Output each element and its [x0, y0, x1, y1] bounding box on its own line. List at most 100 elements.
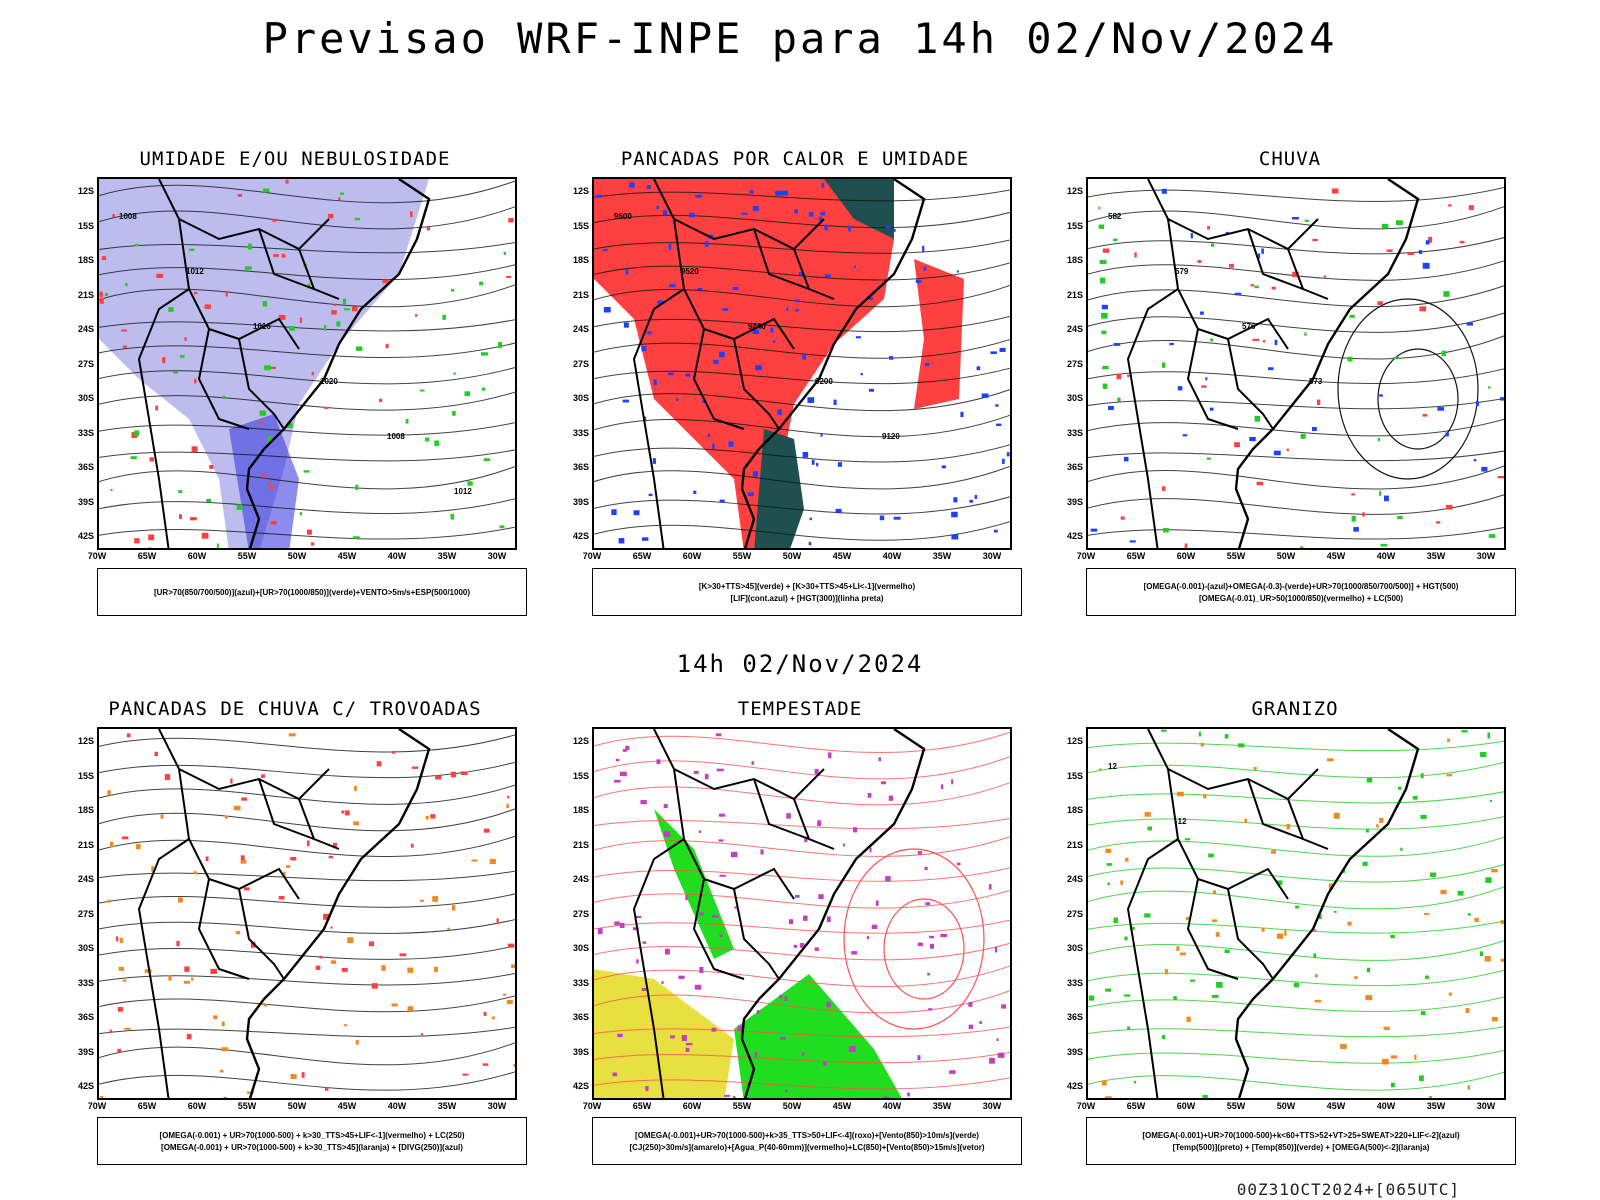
precip-pixel	[285, 865, 291, 868]
precip-pixel	[381, 965, 386, 971]
precip-pixel	[1481, 466, 1488, 472]
mid-date: 14h 02/Nov/2024	[676, 650, 924, 678]
contour-line	[594, 1051, 1010, 1064]
coastline	[740, 729, 926, 1098]
high-pressure-contour	[883, 898, 965, 1000]
precip-pixel	[989, 1057, 995, 1064]
lon-tick-label: 65W	[1126, 1101, 1146, 1111]
precip-pixel	[1198, 731, 1201, 737]
lat-tick-label: 27S	[77, 358, 94, 369]
precip-pixel	[1295, 905, 1299, 909]
precip-pixel	[979, 1021, 982, 1024]
precip-pixel	[668, 372, 674, 376]
precip-pixel	[602, 249, 608, 252]
contour-line	[1088, 285, 1504, 308]
precip-pixel	[1161, 729, 1167, 732]
precip-pixel	[344, 308, 351, 311]
precip-pixel	[1475, 401, 1479, 406]
lat-tick-label: 30S	[77, 943, 94, 953]
precip-pixel	[1210, 243, 1215, 247]
precip-pixel	[224, 815, 228, 819]
precip-pixel	[1487, 732, 1491, 739]
precip-pixel	[352, 536, 360, 539]
precip-pixel	[1134, 252, 1137, 258]
country-border	[258, 228, 315, 290]
precip-pixel	[425, 815, 429, 820]
precip-pixel	[661, 981, 664, 984]
contour-line	[594, 338, 1010, 359]
lon-tick-label: 60W	[1176, 1101, 1196, 1111]
precip-pixel	[794, 209, 798, 214]
country-border	[137, 838, 190, 1098]
precip-pixel	[1443, 291, 1450, 297]
precip-pixel	[307, 283, 311, 289]
precip-pixel	[354, 217, 360, 221]
contour-line	[99, 945, 515, 960]
precip-pixel	[1210, 338, 1214, 342]
country-border	[692, 878, 745, 980]
precip-pixel	[452, 411, 456, 416]
lat-tick-label: 18S	[77, 805, 94, 815]
precip-pixel	[848, 1046, 856, 1052]
country-border	[158, 729, 330, 801]
contour-label: 9520	[681, 267, 699, 276]
precip-pixel	[269, 485, 275, 490]
contour-line	[594, 989, 1010, 1014]
contour-label: 1008	[387, 432, 405, 441]
precip-pixel	[410, 843, 414, 848]
precip-pixel	[1105, 1096, 1112, 1098]
precip-pixel	[1500, 958, 1504, 962]
precip-pixel	[285, 179, 289, 184]
country-border	[673, 218, 795, 350]
precip-pixel	[288, 733, 296, 737]
precip-pixel	[1244, 818, 1248, 824]
precip-pixel	[506, 999, 513, 1005]
precip-pixel	[107, 899, 111, 903]
precip-pixel	[732, 1096, 736, 1098]
country-border	[1186, 878, 1239, 980]
lat-tick-label: 21S	[77, 839, 94, 850]
precip-pixel	[331, 310, 337, 315]
lat-tick-label: 33S	[77, 427, 94, 438]
lon-tick-label: 50W	[1276, 1101, 1296, 1111]
precip-pixel	[715, 733, 722, 737]
lon-tick-label: 45W	[1326, 551, 1346, 561]
precip-pixel	[1383, 1026, 1390, 1031]
contour-line	[1088, 312, 1504, 333]
forecast-map	[97, 727, 517, 1100]
contour-label: 576	[1242, 322, 1256, 331]
contour-line	[594, 444, 1010, 463]
country-border	[1126, 288, 1179, 548]
legend-line: [K>30+TTS>45](verde) + [K>30+TTS>45+LI<-…	[698, 581, 916, 591]
precip-pixel	[878, 757, 882, 762]
precip-pixel	[230, 778, 233, 784]
precip-pixel	[752, 471, 759, 477]
lon-tick-label: 45W	[337, 1101, 357, 1111]
precip-pixel	[788, 919, 794, 925]
precip-pixel	[481, 387, 486, 391]
precip-pixel	[183, 980, 191, 984]
precip-pixel	[1468, 205, 1474, 210]
precip-pixel	[1445, 504, 1453, 510]
precip-pixel	[194, 378, 197, 384]
country-border	[238, 888, 285, 980]
lon-tick-label: 45W	[1326, 1101, 1346, 1111]
lat-tick-label: 21S	[1066, 839, 1083, 850]
precip-pixel	[681, 1035, 687, 1042]
precip-pixel	[1200, 742, 1205, 747]
precip-pixel	[940, 933, 948, 938]
lat-tick-label: 30S	[1066, 943, 1083, 953]
lon-tick-label: 35W	[1426, 551, 1446, 561]
moisture-shading	[824, 179, 894, 239]
precip-pixel	[1163, 528, 1169, 533]
precip-pixel	[817, 820, 822, 827]
precip-pixel	[893, 516, 901, 520]
contour-label: 573	[1309, 377, 1323, 386]
precip-pixel	[385, 343, 389, 349]
contour-line	[99, 784, 515, 805]
precip-pixel	[1366, 777, 1373, 783]
contour-line	[594, 465, 1010, 490]
longitude-axis: 70W 65W 60W 55W 50W 45W 40W 35W 30W	[1077, 1101, 1506, 1115]
precip-pixel	[917, 850, 922, 855]
precip-pixel	[99, 297, 104, 304]
